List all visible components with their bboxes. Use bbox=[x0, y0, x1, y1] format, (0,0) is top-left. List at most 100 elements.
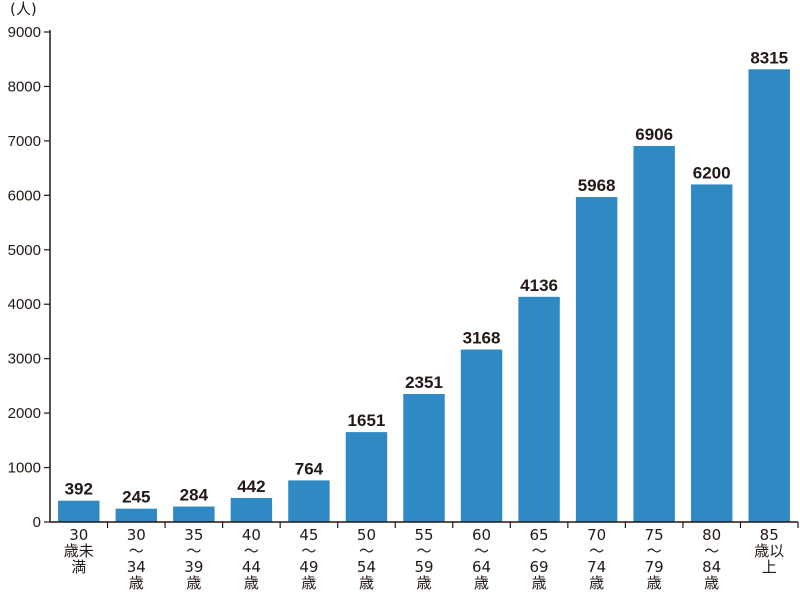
category-label-line: 歳 bbox=[474, 574, 489, 592]
y-tick-label: 9000 bbox=[8, 24, 41, 41]
data-label: 3168 bbox=[463, 329, 501, 348]
category-label-line: 歳 bbox=[416, 574, 431, 592]
category-label: 30 ～ 34 歳 bbox=[127, 526, 146, 592]
x-axis-tick-marks bbox=[106, 522, 799, 528]
y-tick-label: 8000 bbox=[8, 78, 41, 95]
category-label: 35 ～ 39 歳 bbox=[184, 526, 203, 592]
y-axis-ticks: 0 1000 2000 3000 4000 5000 6000 7000 8000 9000 bbox=[8, 24, 50, 531]
y-tick-label: 4000 bbox=[8, 296, 41, 313]
category-label-line: 70 bbox=[587, 526, 606, 544]
bar bbox=[518, 296, 560, 522]
category-label-line: 歳 bbox=[186, 574, 201, 592]
category-label-line: 59 bbox=[414, 558, 433, 576]
category-label-line: 歳 bbox=[704, 574, 719, 592]
bar bbox=[633, 146, 675, 523]
category-label-line: 歳 bbox=[129, 574, 144, 592]
category-label-line: ～ bbox=[589, 542, 604, 560]
category-label-line: ～ bbox=[532, 542, 547, 560]
category-label-line: 39 bbox=[184, 558, 203, 576]
data-label: 245 bbox=[122, 488, 150, 507]
data-label: 4136 bbox=[520, 276, 558, 295]
category-label: 60 ～ 64 歳 bbox=[472, 526, 491, 592]
category-label-line: 65 bbox=[530, 526, 549, 544]
bar bbox=[230, 497, 273, 522]
y-axis-unit-label: (人) bbox=[10, 0, 37, 18]
bar bbox=[345, 432, 388, 522]
category-label-line: ～ bbox=[301, 542, 316, 560]
data-label: 392 bbox=[65, 480, 93, 499]
category-label: 40 ～ 44 歳 bbox=[242, 526, 261, 592]
category-label-line: 49 bbox=[299, 558, 318, 576]
category-label-line: 60 bbox=[472, 526, 491, 544]
category-label: 80 ～ 84 歳 bbox=[702, 526, 721, 592]
category-label-line: 55 bbox=[414, 526, 433, 544]
category-label: 50 ～ 54 歳 bbox=[357, 526, 376, 592]
category-label-line: 45 bbox=[299, 526, 318, 544]
bar bbox=[748, 69, 790, 523]
category-label-line: 上 bbox=[762, 558, 777, 576]
category-label-line: 歳 bbox=[532, 574, 547, 592]
category-label-line: 歳未 bbox=[64, 542, 94, 560]
category-label-line: ～ bbox=[359, 542, 374, 560]
category-label-line: 歳 bbox=[647, 574, 662, 592]
category-label-line: 79 bbox=[645, 558, 664, 576]
category-label-line: 80 bbox=[702, 526, 721, 544]
category-label-line: ～ bbox=[647, 542, 662, 560]
category-label: 30 歳未満 bbox=[64, 526, 94, 576]
y-tick-label: 2000 bbox=[8, 405, 41, 422]
category-label-line: ～ bbox=[186, 542, 201, 560]
data-labels: 392 245 284 442 764 1651 2351 3168 4136 5968 6906 6… bbox=[65, 48, 789, 506]
category-label-line: 歳 bbox=[301, 574, 316, 592]
category-label: 65 ～ 69 歳 bbox=[530, 526, 549, 592]
category-label-line: 歳以 bbox=[754, 542, 784, 560]
bars bbox=[58, 69, 790, 523]
category-label-line: 50 bbox=[357, 526, 376, 544]
data-label: 8315 bbox=[750, 48, 788, 67]
category-label-line: 30 bbox=[69, 526, 88, 544]
data-label: 284 bbox=[180, 486, 209, 505]
category-label: 85 歳以上 bbox=[754, 526, 784, 576]
category-label-line: 44 bbox=[242, 558, 261, 576]
category-label-line: 64 bbox=[472, 558, 491, 576]
category-label-line: 35 bbox=[184, 526, 203, 544]
category-label-line: ～ bbox=[474, 542, 489, 560]
category-label: 70 ～ 74 歳 bbox=[587, 526, 606, 592]
category-label-line: 歳 bbox=[359, 574, 374, 592]
bar bbox=[690, 184, 733, 522]
y-tick-label: 1000 bbox=[8, 460, 41, 477]
data-label: 6200 bbox=[693, 163, 731, 182]
category-label-line: 75 bbox=[645, 526, 664, 544]
category-label-line: 歳 bbox=[589, 574, 604, 592]
category-label: 55 ～ 59 歳 bbox=[414, 526, 433, 592]
bar bbox=[575, 197, 618, 522]
category-label-line: 満 bbox=[71, 558, 86, 576]
y-tick-label: 5000 bbox=[8, 242, 41, 259]
data-label: 5968 bbox=[578, 176, 616, 195]
bar bbox=[58, 500, 100, 522]
category-label-line: 84 bbox=[702, 558, 721, 576]
category-label-line: ～ bbox=[416, 542, 431, 560]
bar bbox=[460, 349, 503, 522]
y-tick-label: 7000 bbox=[8, 133, 41, 150]
bar bbox=[288, 480, 330, 522]
data-label: 1651 bbox=[348, 411, 386, 430]
data-label: 764 bbox=[295, 459, 324, 478]
data-label: 442 bbox=[237, 477, 265, 496]
category-label-line: 74 bbox=[587, 558, 606, 576]
category-label-line: 30 bbox=[127, 526, 146, 544]
data-label: 6906 bbox=[635, 125, 673, 144]
category-label-line: ～ bbox=[244, 542, 259, 560]
bar bbox=[403, 394, 445, 522]
category-label-line: 85 bbox=[760, 526, 779, 544]
category-label-line: 34 bbox=[127, 558, 146, 576]
category-label-line: 54 bbox=[357, 558, 376, 576]
bar bbox=[173, 506, 215, 522]
data-label: 2351 bbox=[405, 373, 443, 392]
y-tick-label: 0 bbox=[33, 514, 41, 531]
y-tick-label: 6000 bbox=[8, 187, 41, 204]
category-label-line: 69 bbox=[530, 558, 549, 576]
category-label: 75 ～ 79 歳 bbox=[645, 526, 664, 592]
category-label-line: ～ bbox=[129, 542, 144, 560]
